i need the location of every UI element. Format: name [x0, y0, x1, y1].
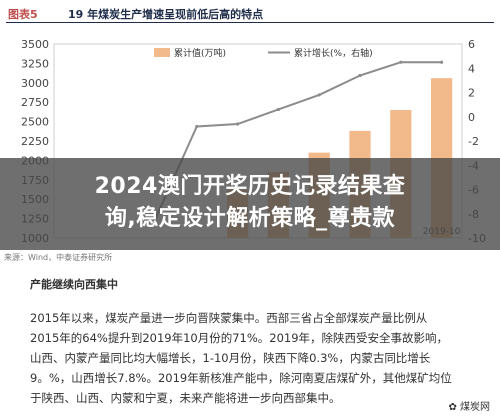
y-tick-label: 3500 [21, 38, 49, 51]
y-tick-label: 3000 [21, 77, 49, 90]
section-title: 产能继续向西集中 [30, 278, 118, 291]
y-tick-label: 3250 [21, 57, 49, 70]
watermark-badge: ✿ 煤炭网 [444, 397, 494, 414]
legend-line-label: 累计增长(%，右轴) [294, 47, 373, 59]
overlay-line-2: 询,稳定设计解析策略_尊贵款 [104, 206, 396, 231]
legend-bar-label: 累计值(万吨) [174, 47, 226, 59]
title-overlay-banner: 2024澳门开奖历史记录结果查 询,稳定设计解析策略_尊贵款 [0, 158, 500, 250]
line-point [317, 93, 321, 97]
overlay-line-1: 2024澳门开奖历史记录结果查 [94, 174, 406, 199]
y2-tick-label: -2 [468, 135, 479, 148]
paragraph-line-4: 9。%，山西增长7.8%。2019年新核准产能中，除河南夏店煤矿外，其他煤矿均位 [30, 371, 452, 385]
paragraph-line-3: 山西、内蒙产量同比均大幅增长，1-10月份，陕西下降0.3%，内蒙古同比增长 [30, 351, 431, 365]
y2-tick-label: 0 [468, 111, 475, 124]
figure-header: 图表5 19 年煤炭生产增速呈现前低后高的特点 [6, 6, 494, 23]
figure-number: 图表5 [8, 8, 38, 21]
line-point [399, 60, 403, 64]
figure-title: 19 年煤炭生产增速呈现前低后高的特点 [68, 8, 264, 21]
line-point [358, 73, 362, 78]
legend-bar-swatch [154, 48, 170, 57]
line-point [236, 122, 240, 126]
paragraph-line-5: 于陕西、山西、内蒙和宁夏，未来产能将进一步向西部集中。 [30, 391, 341, 405]
chart-source: 来源：Wind，中泰证券研究所 [4, 253, 113, 262]
y-tick-label: 2250 [21, 135, 49, 148]
line-point [276, 107, 280, 112]
y-tick-label: 2750 [21, 96, 49, 109]
watermark-text: 煤炭网 [460, 402, 490, 413]
y2-tick-label: 2 [468, 87, 475, 100]
watermark-icon: ✿ [448, 402, 460, 413]
y2-tick-label: 6 [468, 38, 475, 51]
paragraph-line-2: 2015年的64%提升到2019年10月份的71%。2019年，除陕西受安全事故… [30, 331, 449, 345]
y2-tick-label: 4 [468, 62, 475, 75]
line-point [195, 124, 199, 129]
line-point [440, 60, 444, 64]
paragraph-line-1: 2015年以来，煤炭产量进一步向晋陕蒙集中。西部三省占全部煤炭产量比例从 [30, 311, 428, 325]
y-tick-label: 2500 [21, 116, 49, 129]
line-series [155, 61, 442, 218]
